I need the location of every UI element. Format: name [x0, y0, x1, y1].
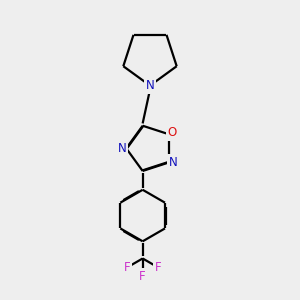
Text: N: N — [146, 79, 154, 92]
Text: N: N — [169, 156, 178, 169]
Text: F: F — [155, 261, 162, 274]
Text: F: F — [124, 261, 130, 274]
Text: F: F — [139, 270, 146, 283]
Text: O: O — [167, 126, 176, 139]
Text: N: N — [118, 142, 127, 155]
